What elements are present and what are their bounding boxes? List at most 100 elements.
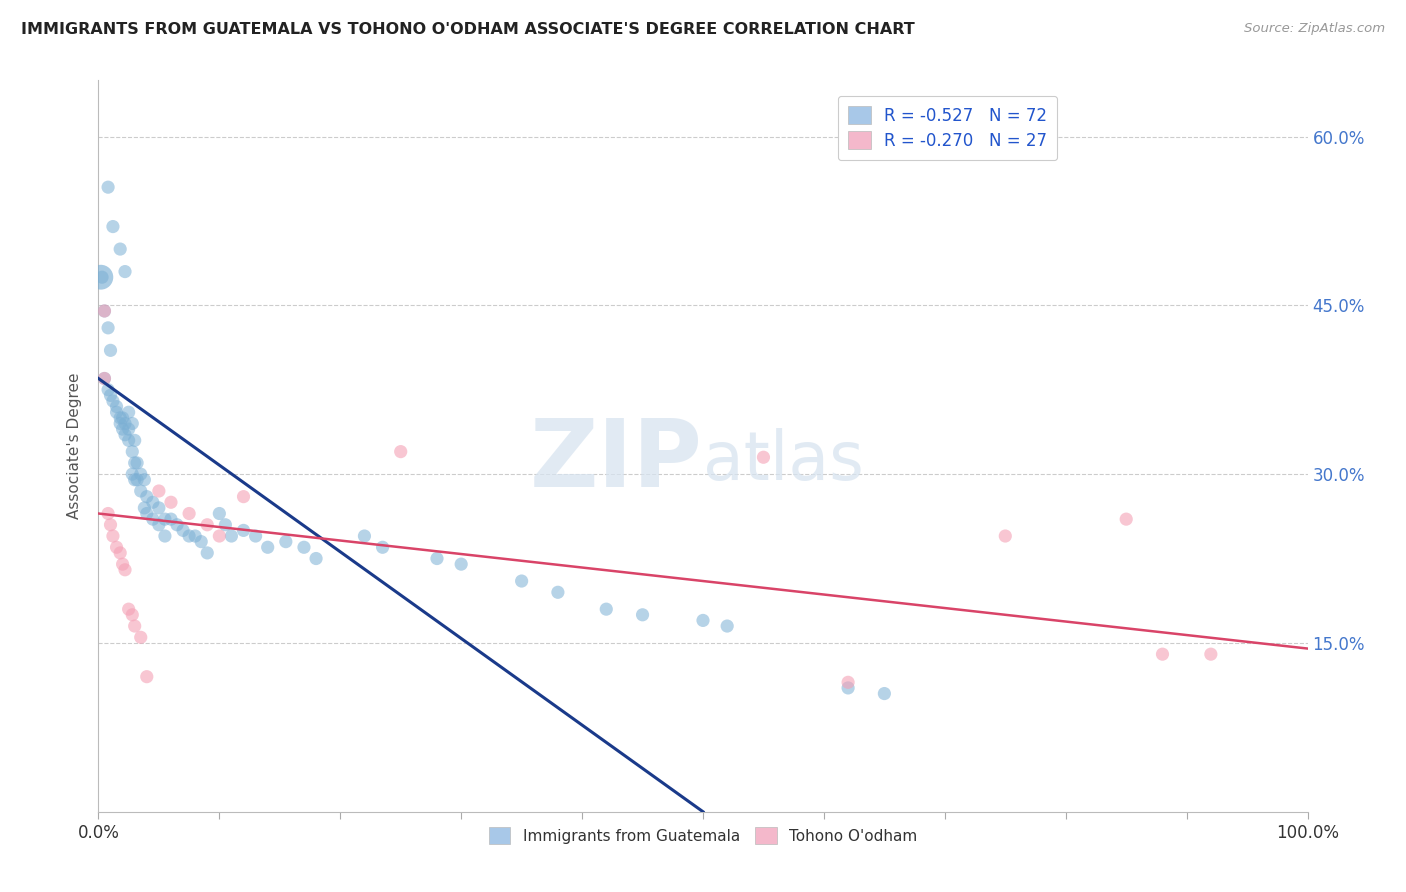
Point [450, 557, 472, 571]
Point [100, 517, 122, 532]
Point [101, 394, 124, 409]
Point [426, 551, 449, 566]
Point [108, 417, 131, 431]
Point [114, 563, 136, 577]
Point [274, 534, 297, 549]
Point [142, 512, 165, 526]
Point [121, 467, 143, 482]
Point [100, 388, 122, 402]
Point [93, 304, 115, 318]
Point [160, 495, 183, 509]
Text: atlas: atlas [703, 427, 863, 493]
Point [90, 270, 112, 285]
Point [135, 507, 157, 521]
Point [245, 529, 267, 543]
Point [108, 242, 131, 256]
Point [148, 500, 170, 515]
Point [97, 180, 120, 194]
Point [148, 517, 170, 532]
Point [148, 483, 170, 498]
Point [195, 546, 218, 560]
Point [105, 405, 128, 419]
Point [118, 405, 141, 419]
Point [97, 383, 120, 397]
Point [129, 483, 152, 498]
Point [994, 529, 1017, 543]
Point [100, 343, 122, 358]
Point [93, 371, 115, 385]
Point [135, 670, 157, 684]
Point [118, 422, 141, 436]
Point [172, 524, 194, 538]
Point [371, 541, 394, 555]
Point [208, 507, 231, 521]
Point [124, 456, 146, 470]
Point [389, 444, 412, 458]
Point [142, 495, 165, 509]
Point [214, 517, 236, 532]
Text: Source: ZipAtlas.com: Source: ZipAtlas.com [1244, 22, 1385, 36]
Point [208, 529, 231, 543]
Text: IMMIGRANTS FROM GUATEMALA VS TOHONO O'ODHAM ASSOCIATE'S DEGREE CORRELATION CHART: IMMIGRANTS FROM GUATEMALA VS TOHONO O'OD… [21, 22, 915, 37]
Point [195, 517, 218, 532]
Point [179, 529, 201, 543]
Point [91, 270, 114, 285]
Point [837, 681, 859, 695]
Point [111, 557, 134, 571]
Point [166, 517, 188, 532]
Point [292, 541, 315, 555]
Point [1115, 512, 1137, 526]
Y-axis label: Associate's Degree: Associate's Degree [67, 373, 83, 519]
Point [121, 417, 143, 431]
Point [105, 541, 128, 555]
Point [108, 410, 131, 425]
Point [153, 529, 176, 543]
Legend: Immigrants from Guatemala, Tohono O'odham: Immigrants from Guatemala, Tohono O'odha… [481, 820, 925, 852]
Point [93, 304, 115, 318]
Point [134, 500, 156, 515]
Point [101, 219, 124, 234]
Point [97, 321, 120, 335]
Point [129, 630, 152, 644]
Point [305, 551, 328, 566]
Point [160, 512, 183, 526]
Point [221, 529, 243, 543]
Point [752, 450, 775, 465]
Point [692, 614, 714, 628]
Point [105, 400, 128, 414]
Point [114, 417, 136, 431]
Point [121, 607, 143, 622]
Point [127, 473, 149, 487]
Point [124, 619, 146, 633]
Point [124, 434, 146, 448]
Point [111, 422, 134, 436]
Point [124, 473, 146, 487]
Point [118, 434, 141, 448]
Point [1152, 647, 1174, 661]
Point [127, 456, 149, 470]
Point [232, 490, 254, 504]
Point [135, 490, 157, 504]
Point [256, 541, 278, 555]
Point [111, 410, 134, 425]
Point [547, 585, 569, 599]
Point [179, 507, 201, 521]
Point [118, 602, 141, 616]
Point [510, 574, 533, 588]
Point [114, 427, 136, 442]
Point [837, 675, 859, 690]
Point [631, 607, 654, 622]
Point [101, 529, 124, 543]
Point [353, 529, 375, 543]
Point [232, 524, 254, 538]
Point [108, 546, 131, 560]
Point [190, 534, 212, 549]
Text: ZIP: ZIP [530, 415, 703, 507]
Point [129, 467, 152, 482]
Point [595, 602, 617, 616]
Point [97, 507, 120, 521]
Point [121, 444, 143, 458]
Point [153, 512, 176, 526]
Point [873, 687, 896, 701]
Point [134, 473, 156, 487]
